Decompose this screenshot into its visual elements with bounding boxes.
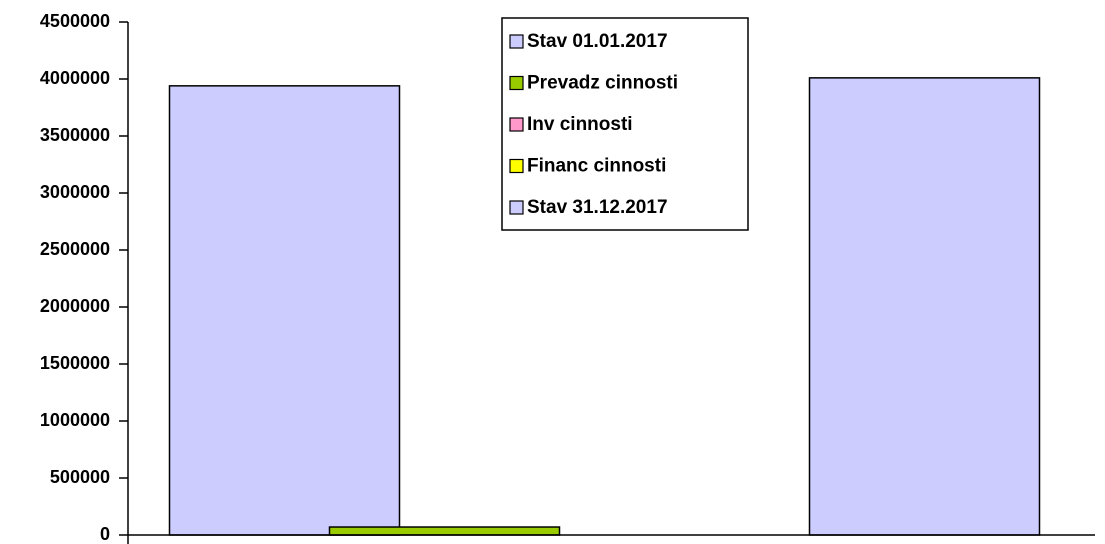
- bar: [168, 85, 401, 536]
- bar: [808, 77, 1041, 536]
- legend-label: Inv cinnosti: [527, 114, 633, 135]
- legend-label: Financ cinnosti: [527, 156, 666, 177]
- legend-label: Stav 01.01.2017: [527, 31, 668, 52]
- legend-swatch: [509, 158, 524, 174]
- y-tick-label: 0: [100, 524, 110, 544]
- y-tick-label: 3500000: [40, 125, 110, 145]
- y-tick-label: 3000000: [40, 182, 110, 202]
- y-tick-label: 1000000: [40, 410, 110, 430]
- legend-swatch: [509, 34, 524, 49]
- y-tick-label: 500000: [50, 467, 110, 487]
- y-tick-label: 2000000: [40, 296, 110, 316]
- y-tick-label: 4500000: [40, 11, 110, 31]
- y-tick-label: 2500000: [40, 239, 110, 259]
- legend-label: Prevadz cinnosti: [527, 73, 678, 94]
- legend-box: [501, 17, 749, 231]
- legend-swatch: [509, 200, 524, 215]
- bar: [328, 526, 561, 536]
- y-tick-label: 1500000: [40, 353, 110, 373]
- legend-swatch: [509, 117, 524, 132]
- legend-label: Stav 31.12.2017: [527, 197, 668, 218]
- legend-swatch: [509, 75, 524, 91]
- y-tick-label: 4000000: [40, 68, 110, 88]
